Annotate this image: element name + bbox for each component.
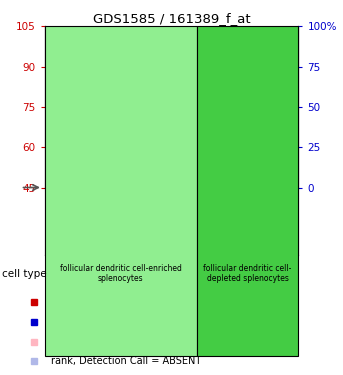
Bar (210, 102, 235, 188)
Text: value, Detection Call = ABSENT: value, Detection Call = ABSENT (51, 337, 206, 347)
Text: follicular dendritic cell-
depleted splenocytes: follicular dendritic cell- depleted sple… (203, 264, 292, 284)
Text: GSM38295: GSM38295 (218, 190, 227, 233)
Title: GDS1585 / 161389_f_at: GDS1585 / 161389_f_at (93, 12, 250, 25)
Text: cell type: cell type (2, 269, 46, 279)
Text: percentile rank within the sample: percentile rank within the sample (51, 317, 216, 327)
Text: GSM38296: GSM38296 (269, 190, 277, 233)
Text: rank, Detection Call = ABSENT: rank, Detection Call = ABSENT (51, 356, 202, 366)
Bar (159, 144, 184, 188)
Bar (57, 150, 83, 188)
Text: GSM38298: GSM38298 (116, 190, 125, 233)
Bar (260, 61, 286, 188)
Text: GSM38297: GSM38297 (66, 190, 74, 233)
Text: count: count (51, 297, 79, 307)
Text: follicular dendritic cell-enriched
splenocytes: follicular dendritic cell-enriched splen… (60, 264, 182, 284)
Text: GSM38299: GSM38299 (167, 190, 176, 233)
Bar (108, 123, 133, 188)
